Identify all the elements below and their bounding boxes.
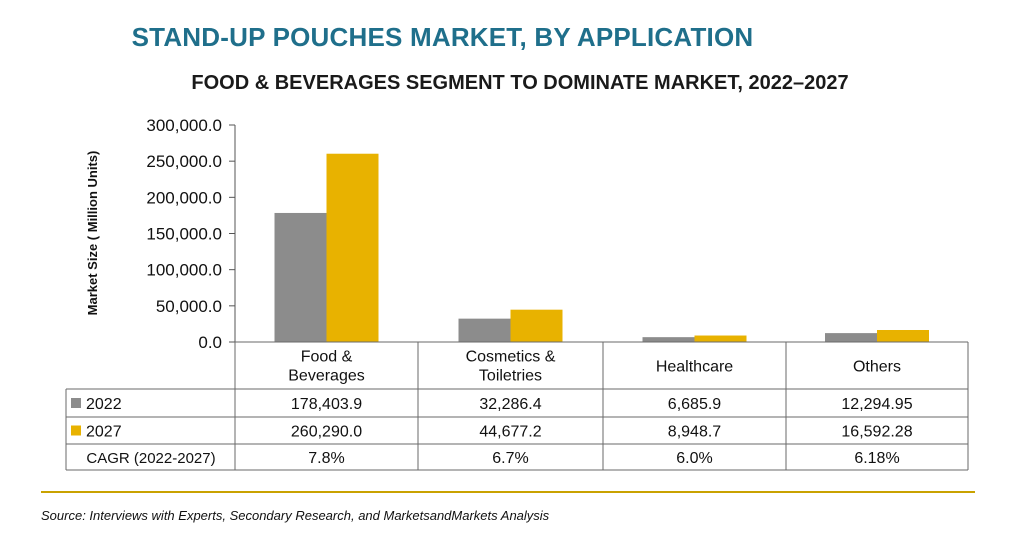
data-label: 44,677.2 <box>479 424 541 441</box>
category-label: Beverages <box>288 368 365 385</box>
source-note: Source: Interviews with Experts, Seconda… <box>41 508 550 523</box>
data-label: 260,290.0 <box>291 424 362 441</box>
y-tick-label: 150,000.0 <box>146 225 222 244</box>
y-tick-label: 100,000.0 <box>146 261 222 280</box>
y-tick-label: 250,000.0 <box>146 152 222 171</box>
legend-swatch-2027 <box>71 425 81 436</box>
category-label: Cosmetics & <box>466 349 556 366</box>
bar-2027 <box>510 309 563 342</box>
legend-swatch-2022 <box>71 398 81 408</box>
category-label: Healthcare <box>656 359 733 376</box>
cagr-value: 7.8% <box>308 450 344 467</box>
bar-2022 <box>274 212 327 342</box>
y-axis-title: Market Size ( Million Units) <box>85 151 100 316</box>
bar-2022 <box>458 318 511 342</box>
chart-title: STAND-UP POUCHES MARKET, BY APPLICATION <box>131 22 754 52</box>
category-label: Others <box>853 359 901 376</box>
data-label: 32,286.4 <box>479 396 541 413</box>
category-label: Toiletries <box>479 368 542 385</box>
data-label: 178,403.9 <box>291 396 362 413</box>
y-tick-label: 300,000.0 <box>146 116 222 135</box>
y-tick-label: 0.0 <box>198 333 222 352</box>
data-label: 16,592.28 <box>841 424 912 441</box>
legend-label: 2027 <box>86 424 122 441</box>
cagr-value: 6.7% <box>492 450 528 467</box>
bar-2027 <box>694 335 747 342</box>
bar-2027 <box>877 329 929 342</box>
cagr-value: 6.18% <box>854 450 899 467</box>
bar-2022 <box>642 337 695 342</box>
chart-subtitle: FOOD & BEVERAGES SEGMENT TO DOMINATE MAR… <box>191 72 849 94</box>
legend-label: 2022 <box>86 396 122 413</box>
y-tick-label: 50,000.0 <box>156 297 222 316</box>
y-tick-label: 200,000.0 <box>146 188 222 207</box>
data-label: 8,948.7 <box>668 424 721 441</box>
cagr-value: 6.0% <box>676 450 712 467</box>
bar-2022 <box>825 333 877 342</box>
data-label: 12,294.95 <box>841 396 912 413</box>
cagr-row-label: CAGR (2022-2027) <box>86 450 215 467</box>
bar-chart: 0.0 50,000.0 100,000.0 150,000.0 200,000.0 25… <box>41 116 975 493</box>
bar-2027 <box>326 153 379 342</box>
category-label: Food & <box>301 349 353 366</box>
data-label: 6,685.9 <box>668 396 721 413</box>
